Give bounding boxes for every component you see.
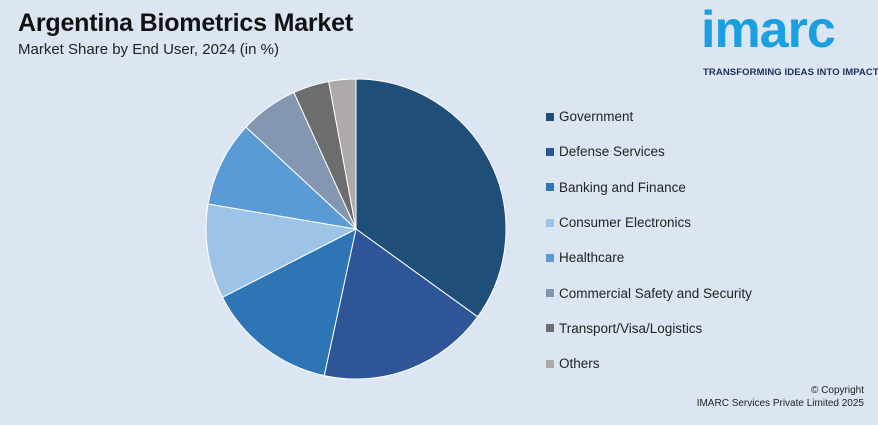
legend-swatch: [546, 183, 554, 192]
legend-item: Banking and Finance: [546, 170, 752, 205]
chart-title: Argentina Biometrics Market: [18, 9, 353, 37]
pie-slice-banking-and-finance: [221, 228, 357, 377]
legend-item: Government: [546, 99, 752, 134]
pie-slice-government: [355, 78, 507, 318]
logo-tagline: TRANSFORMING IDEAS INTO IMPACT: [703, 67, 878, 78]
copyright-line-2: IMARC Services Private Limited 2025: [696, 398, 864, 409]
copyright-notice: © Copyright IMARC Services Private Limit…: [697, 384, 864, 410]
legend-label: Commercial Safety and Security: [559, 285, 752, 301]
pie-slice-consumer-electronics: [205, 203, 358, 298]
legend-label: Defense Services: [559, 144, 665, 160]
legend-label: Healthcare: [559, 250, 625, 266]
copyright-line-1: © Copyright: [811, 385, 864, 396]
legend-item: Commercial Safety and Security: [546, 275, 752, 310]
legend-item: Transport/Visa/Logistics: [546, 311, 752, 346]
legend-item: Healthcare: [546, 240, 752, 275]
legend-swatch: [546, 324, 554, 333]
legend-label: Banking and Finance: [559, 179, 686, 195]
logo-wordmark: imarc: [701, 1, 836, 59]
imarc-logo: imarc TRANSFORMING IDEAS INTO IMPACT: [699, 1, 878, 82]
pie-slice-others: [328, 78, 357, 230]
pie-slice-defense-services: [323, 228, 479, 380]
chart-legend: Government Defense Services Banking and Fi…: [546, 99, 752, 381]
legend-swatch: [546, 147, 554, 156]
legend-label: Consumer Electronics: [559, 215, 692, 231]
chart-subtitle: Market Share by End User, 2024 (in %): [18, 41, 279, 58]
legend-item: Others: [546, 346, 752, 381]
legend-swatch: [546, 112, 554, 121]
legend-swatch: [546, 218, 554, 227]
legend-swatch: [546, 253, 554, 262]
pie-slice-healthcare: [207, 126, 358, 230]
legend-item: Consumer Electronics: [546, 205, 752, 240]
legend-item: Defense Services: [546, 134, 752, 169]
legend-swatch: [546, 359, 554, 368]
legend-label: Government: [559, 109, 634, 125]
legend-swatch: [546, 289, 554, 298]
legend-label: Transport/Visa/Logistics: [559, 320, 703, 336]
legend-label: Others: [559, 356, 600, 372]
